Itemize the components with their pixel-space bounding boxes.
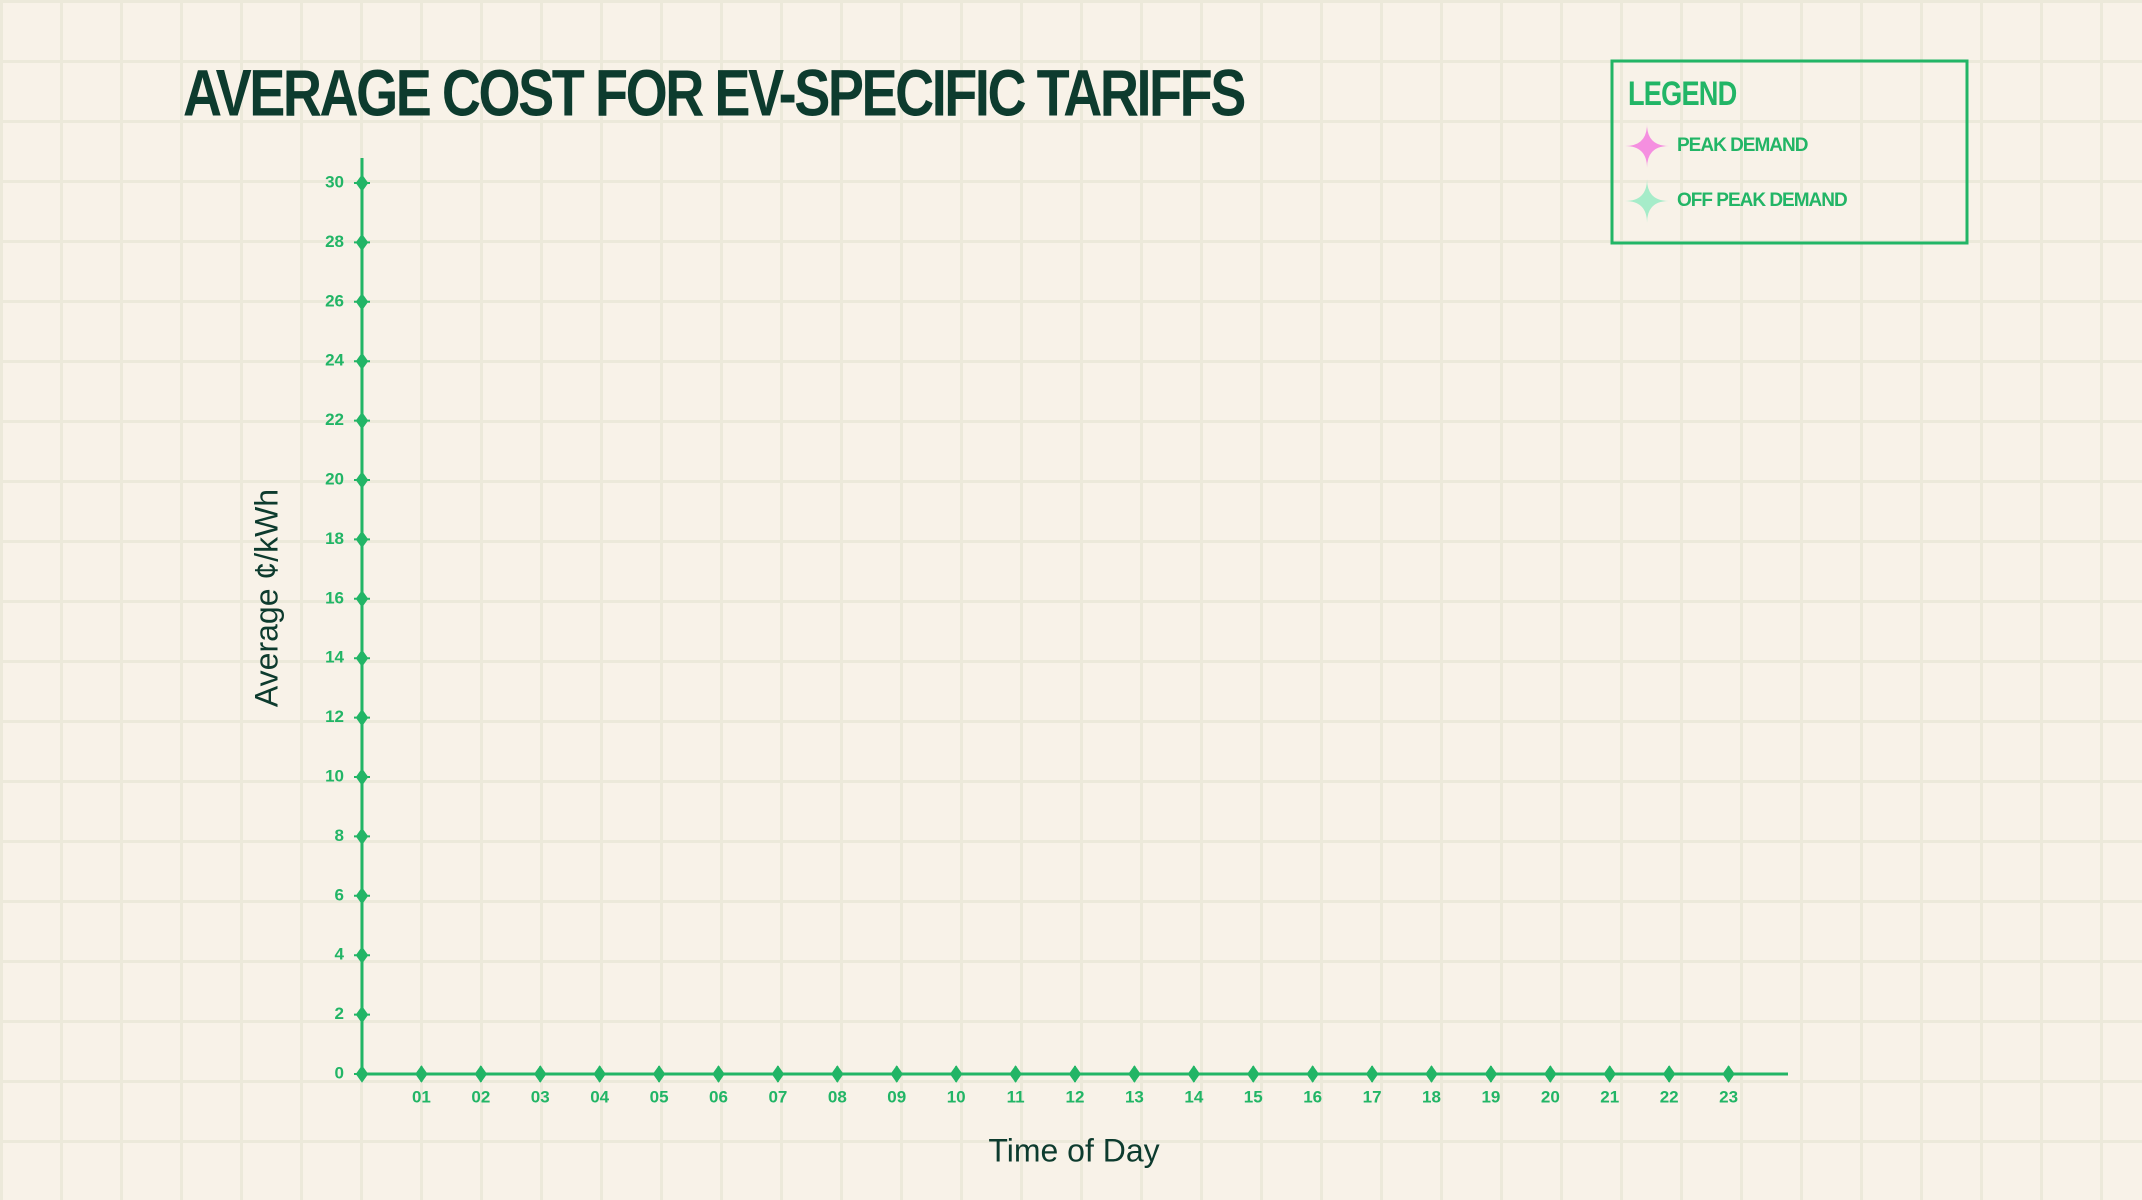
y-tick-label: 20 (325, 469, 344, 488)
x-tick-label: 08 (828, 1087, 847, 1106)
y-tick (354, 530, 370, 549)
x-tick-label: 23 (1719, 1087, 1738, 1106)
x-tick-label: 22 (1660, 1087, 1679, 1106)
x-tick (712, 1065, 725, 1083)
x-tick (949, 1065, 963, 1083)
y-tick-label: 6 (335, 885, 344, 904)
y-tick-label: 24 (325, 351, 344, 370)
x-tick-label: 14 (1184, 1087, 1203, 1106)
y-tick-label: 4 (335, 945, 345, 964)
x-tick-label: 21 (1600, 1087, 1619, 1106)
y-tick (354, 946, 370, 964)
y-tick-label: 28 (325, 232, 344, 251)
x-tick-label: 15 (1244, 1087, 1263, 1106)
x-tick (474, 1065, 488, 1083)
y-tick (354, 174, 370, 192)
x-tick (1662, 1065, 1676, 1083)
y-tick (354, 827, 370, 846)
x-tick (1484, 1065, 1498, 1083)
legend-box (1610, 59, 1969, 245)
x-tick (1009, 1065, 1022, 1083)
y-tick (354, 411, 370, 430)
x-tick (652, 1065, 666, 1083)
x-tick (1306, 1065, 1319, 1083)
x-tick (1128, 1065, 1141, 1083)
y-tick-label: 14 (325, 648, 344, 667)
x-tick (1187, 1065, 1201, 1083)
y-tick (354, 1065, 370, 1083)
x-tick (1603, 1065, 1616, 1083)
x-tick (1247, 1065, 1260, 1083)
x-axis-label: Time of Day (988, 1132, 1159, 1168)
x-tick-label: 20 (1541, 1087, 1560, 1106)
y-tick-label: 2 (335, 1004, 344, 1023)
x-tick-label: 10 (947, 1087, 966, 1106)
x-tick (1365, 1065, 1379, 1083)
y-tick (354, 768, 370, 786)
y-tick-label: 12 (325, 707, 344, 726)
x-tick-label: 02 (471, 1087, 490, 1106)
x-tick-label: 19 (1481, 1087, 1500, 1106)
y-tick (354, 590, 370, 608)
x-tick-label: 01 (412, 1087, 431, 1106)
x-tick-label: 18 (1422, 1087, 1441, 1106)
x-tick-label: 03 (531, 1087, 550, 1106)
y-tick (354, 887, 370, 905)
x-tick-label: 16 (1303, 1087, 1322, 1106)
x-tick-label: 11 (1007, 1087, 1025, 1106)
y-tick (354, 649, 370, 667)
legend-title: LEGEND (1628, 74, 1736, 113)
legend-marker (1625, 124, 1669, 168)
legend-marker (1625, 179, 1669, 223)
x-tick-label: 13 (1125, 1087, 1144, 1106)
y-tick-label: 0 (335, 1063, 344, 1082)
x-tick-label: 05 (650, 1087, 669, 1106)
x-tick-label: 06 (709, 1087, 728, 1106)
chart-title: AVERAGE COST FOR EV-SPECIFIC TARIFFS (183, 55, 1244, 129)
x-tick (415, 1065, 428, 1083)
y-tick-label: 22 (325, 410, 344, 429)
x-tick-label: 07 (768, 1087, 787, 1106)
x-tick (1068, 1065, 1082, 1083)
y-tick-label: 10 (325, 766, 344, 785)
x-tick (534, 1065, 547, 1083)
legend-label: PEAK DEMAND (1677, 135, 1808, 156)
y-tick (354, 708, 370, 727)
y-axis-label: Average ¢/kWh (248, 489, 284, 707)
x-tick (593, 1065, 606, 1083)
y-tick-label: 26 (325, 291, 344, 310)
x-tick (831, 1065, 844, 1083)
x-tick-label: 12 (1066, 1087, 1085, 1106)
x-tick-label: 04 (590, 1087, 609, 1106)
x-tick (1425, 1065, 1438, 1083)
y-tick (354, 233, 370, 252)
y-tick (354, 293, 370, 311)
y-tick-label: 18 (325, 529, 344, 548)
y-tick (354, 1005, 370, 1024)
x-tick-label: 17 (1363, 1087, 1382, 1106)
x-tick (1722, 1065, 1735, 1083)
x-tick (1544, 1065, 1557, 1083)
y-tick (354, 352, 370, 370)
y-tick (354, 471, 370, 489)
x-tick (890, 1065, 903, 1083)
x-tick (771, 1065, 785, 1083)
y-tick-label: 30 (325, 172, 344, 191)
y-tick-label: 8 (335, 826, 344, 845)
x-tick-label: 09 (887, 1087, 906, 1106)
legend-label: OFF PEAK DEMAND (1677, 190, 1847, 211)
y-tick-label: 16 (325, 588, 344, 607)
